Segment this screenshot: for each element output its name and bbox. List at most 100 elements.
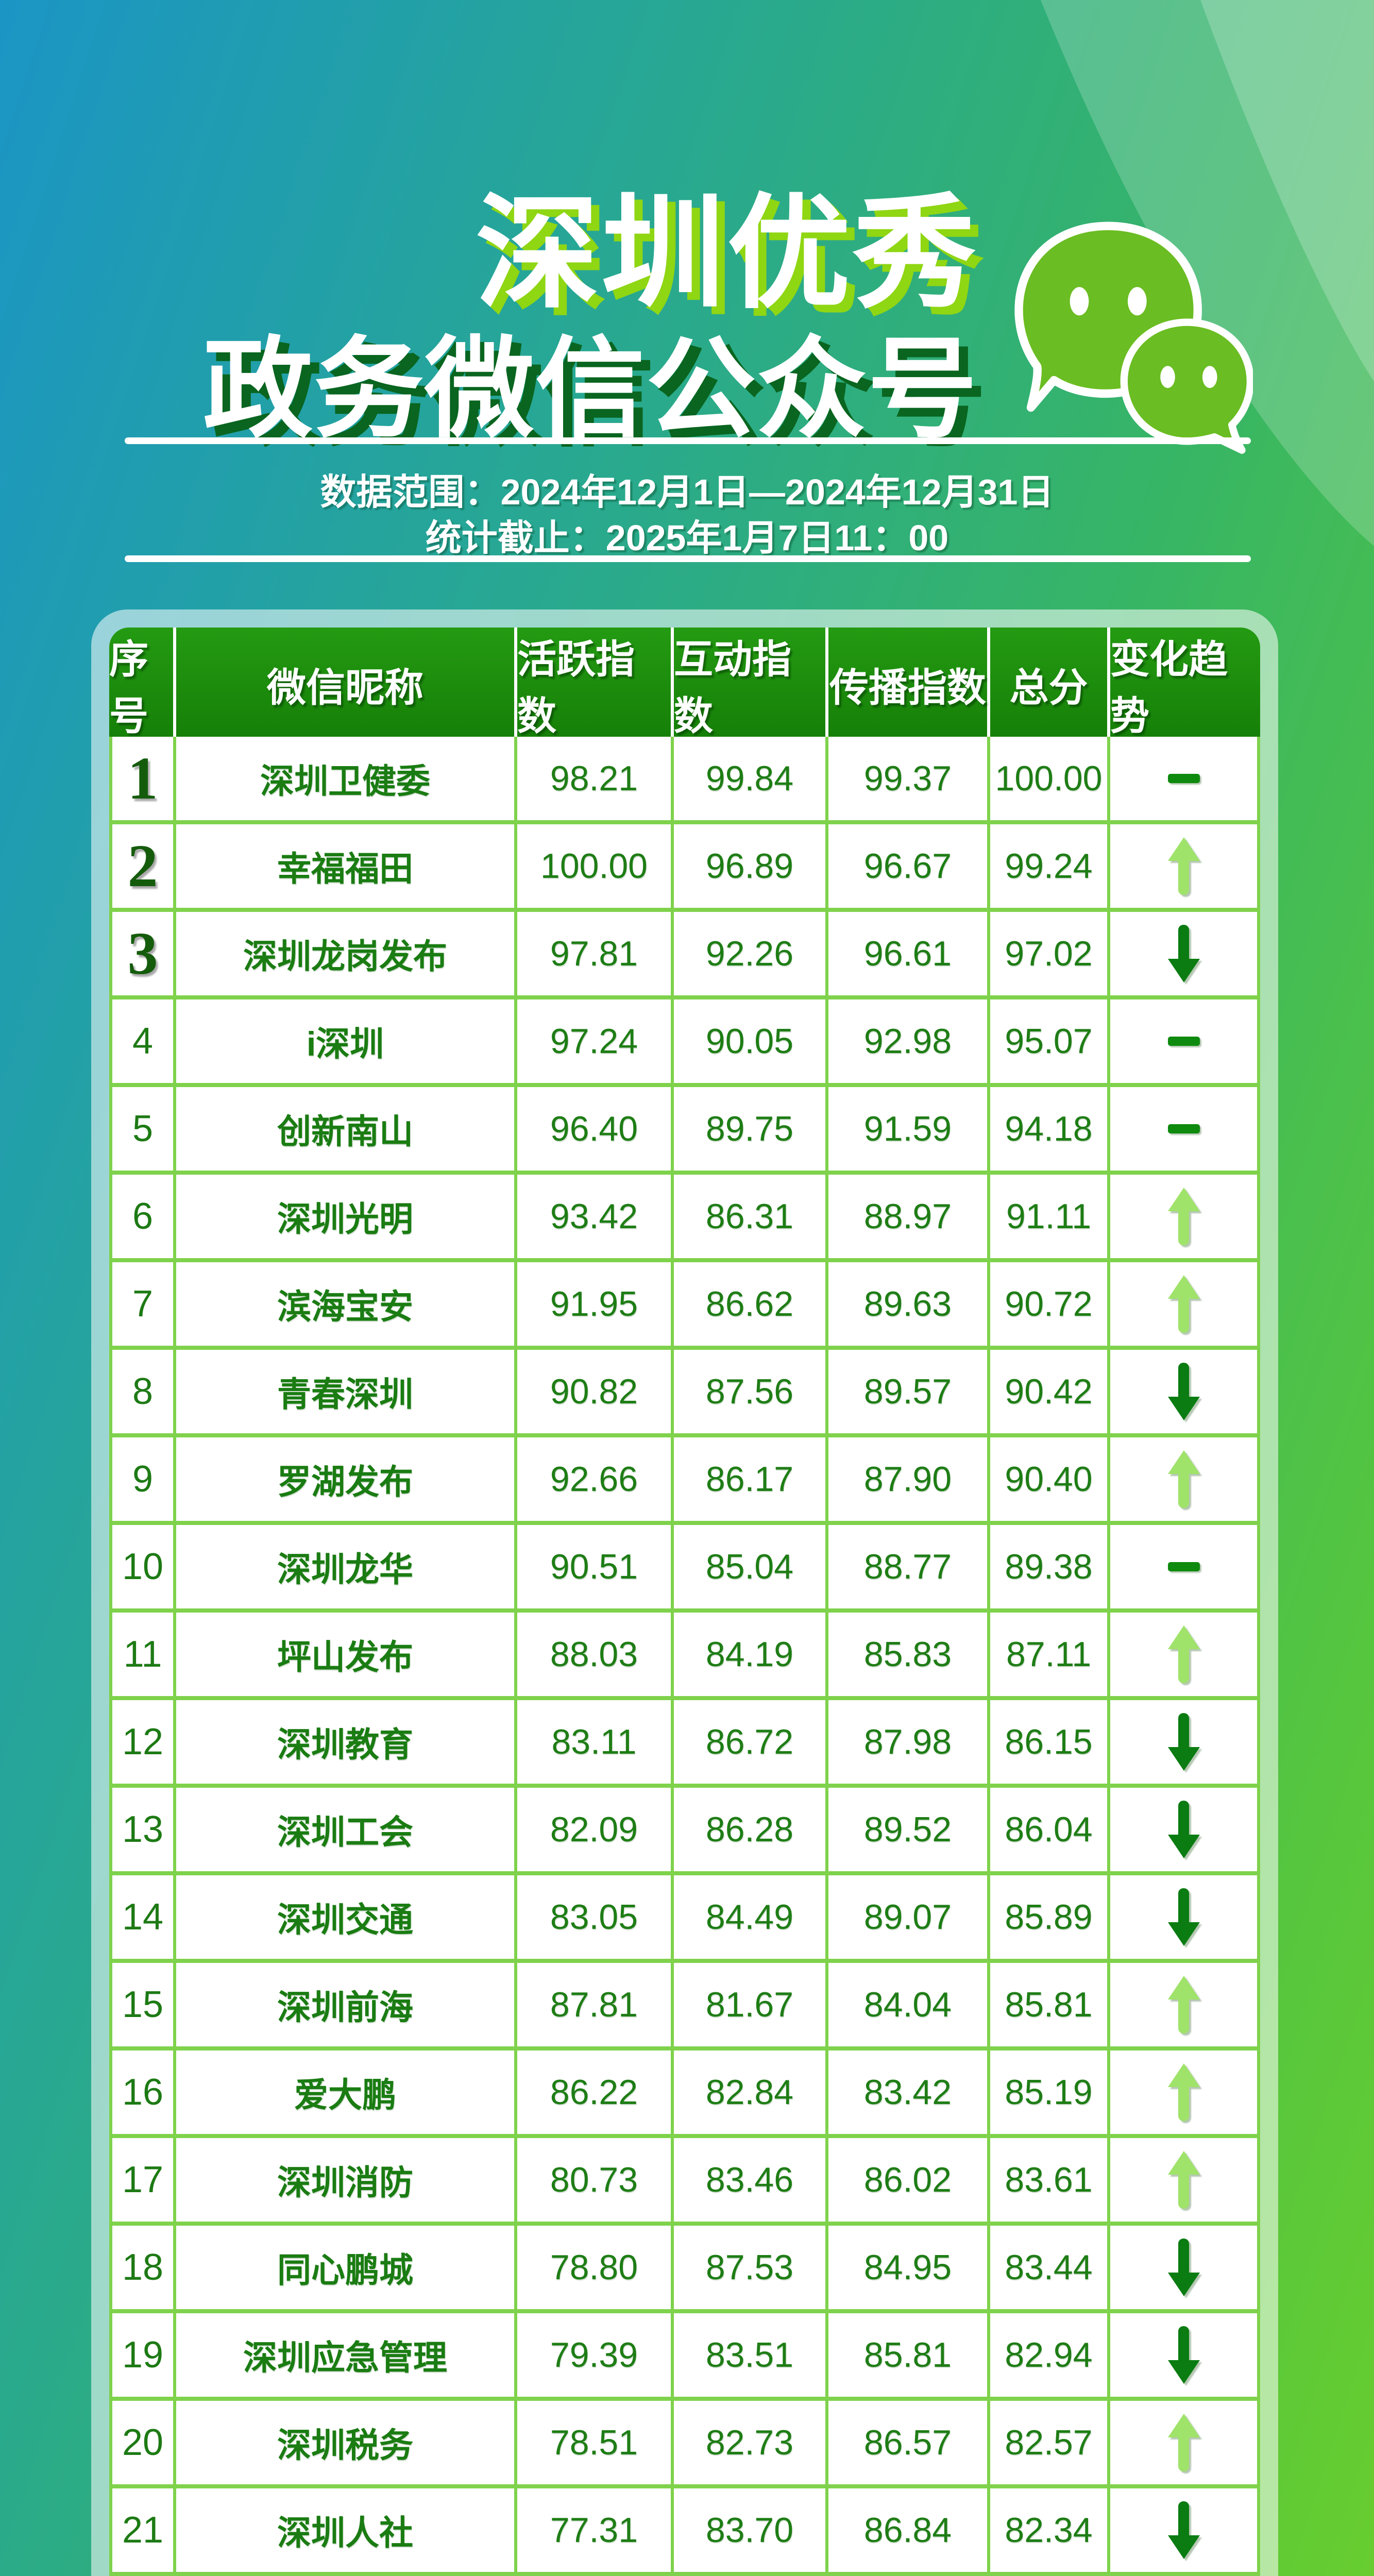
active-index-cell: 83.05 xyxy=(517,1875,671,1959)
col-rank: 序号 xyxy=(109,628,173,737)
rank-cell: 9 xyxy=(112,1437,173,1521)
spread-index-cell: 87.98 xyxy=(828,1700,987,1784)
deadline-text: 统计截止：2025年1月7日11：00 xyxy=(425,518,949,558)
interact-index-cell: 87.53 xyxy=(674,2226,825,2309)
spread-index-cell: 88.97 xyxy=(828,1175,987,1258)
trend-cell xyxy=(1110,1437,1257,1521)
total-cell: 87.11 xyxy=(990,1613,1107,1696)
spread-index-cell: 96.61 xyxy=(828,912,987,995)
interact-index-cell: 86.17 xyxy=(674,1437,825,1521)
trend-cell xyxy=(1110,824,1257,908)
interact-index-cell: 86.28 xyxy=(674,1788,825,1871)
trend-cell xyxy=(1110,1788,1257,1871)
down-arrow-icon xyxy=(1167,2326,1200,2384)
name-cell: 深圳应急管理 xyxy=(176,2313,514,2397)
interact-index-cell: 87.56 xyxy=(674,1350,825,1433)
total-cell: 86.04 xyxy=(990,1788,1107,1871)
ranking-table-card: 序号 微信昵称 活跃指数 互动指数 传播指数 总分 变化趋势 1 深圳卫健委 98.… xyxy=(91,609,1278,2576)
total-cell: 83.61 xyxy=(990,2138,1107,2222)
down-arrow-icon xyxy=(1167,1363,1200,1420)
name-cell: 深圳光明 xyxy=(176,1175,514,1258)
name-cell: 深圳龙岗发布 xyxy=(176,912,514,995)
interact-index-cell: 82.84 xyxy=(674,2050,825,2134)
name-cell: 深圳消防 xyxy=(176,2138,514,2222)
trend-cell xyxy=(1110,1350,1257,1433)
name-cell: 深圳税务 xyxy=(176,2401,514,2484)
trend-cell xyxy=(1110,737,1257,820)
name-cell: 罗湖发布 xyxy=(176,1437,514,1521)
spread-index-cell: 92.98 xyxy=(828,999,987,1083)
rank-cell: 12 xyxy=(112,1700,173,1784)
total-cell: 99.24 xyxy=(990,824,1107,908)
name-cell: 深圳交通 xyxy=(176,1875,514,1959)
interact-index-cell: 99.84 xyxy=(674,737,825,820)
spread-index-cell: 84.95 xyxy=(828,2226,987,2309)
name-cell: 深圳卫健委 xyxy=(176,737,514,820)
rank-cell: 5 xyxy=(112,1087,173,1171)
trend-cell xyxy=(1110,2313,1257,2397)
down-arrow-icon xyxy=(1167,2239,1200,2296)
trend-cell xyxy=(1110,1613,1257,1696)
ranking-table: 序号 微信昵称 活跃指数 互动指数 传播指数 总分 变化趋势 1 深圳卫健委 98.… xyxy=(109,628,1260,2576)
down-arrow-icon xyxy=(1167,925,1200,982)
active-index-cell: 78.80 xyxy=(517,2226,671,2309)
up-arrow-icon xyxy=(1167,837,1200,895)
rank-cell: 8 xyxy=(112,1350,173,1433)
trend-cell xyxy=(1110,1963,1257,2046)
trend-cell xyxy=(1110,2488,1257,2572)
rank-cell: 17 xyxy=(112,2138,173,2222)
active-index-cell: 90.51 xyxy=(517,1525,671,1608)
interact-index-cell: 85.04 xyxy=(674,1525,825,1608)
total-cell: 85.81 xyxy=(990,1963,1107,2046)
active-index-cell: 91.95 xyxy=(517,1262,671,1346)
trend-cell xyxy=(1110,1700,1257,1784)
active-index-cell: 80.73 xyxy=(517,2138,671,2222)
name-cell: 滨海宝安 xyxy=(176,1262,514,1346)
rank-cell: 2 xyxy=(112,824,173,908)
total-cell: 89.38 xyxy=(990,1525,1107,1608)
total-cell: 100.00 xyxy=(990,737,1107,820)
spread-index-cell: 83.42 xyxy=(828,2050,987,2134)
total-cell: 82.94 xyxy=(990,2313,1107,2397)
interact-index-cell: 84.49 xyxy=(674,1875,825,1959)
interact-index-cell: 83.70 xyxy=(674,2488,825,2572)
spread-index-cell: 89.07 xyxy=(828,1875,987,1959)
rank-cell: 1 xyxy=(112,737,173,820)
rank-cell: 16 xyxy=(112,2050,173,2134)
total-cell: 90.72 xyxy=(990,1262,1107,1346)
trend-cell xyxy=(1110,912,1257,995)
active-index-cell: 83.11 xyxy=(517,1700,671,1784)
trend-cell xyxy=(1110,1175,1257,1258)
up-arrow-icon xyxy=(1167,2063,1200,2121)
trend-cell xyxy=(1110,1525,1257,1608)
dash-icon xyxy=(1167,1124,1200,1133)
rank-cell: 4 xyxy=(112,999,173,1083)
up-arrow-icon xyxy=(1167,2151,1200,2209)
total-cell: 94.18 xyxy=(990,1087,1107,1171)
rank-cell: 14 xyxy=(112,1875,173,1959)
active-index-cell: 90.82 xyxy=(517,1350,671,1433)
spread-index-cell: 88.77 xyxy=(828,1525,987,1608)
spread-index-cell: 86.84 xyxy=(828,2488,987,2572)
name-cell: 坪山发布 xyxy=(176,1613,514,1696)
down-arrow-icon xyxy=(1167,1713,1200,1771)
interact-index-cell: 96.89 xyxy=(674,824,825,908)
total-cell: 85.89 xyxy=(990,1875,1107,1959)
trend-cell xyxy=(1110,2401,1257,2484)
active-index-cell: 97.81 xyxy=(517,912,671,995)
spread-index-cell: 99.37 xyxy=(828,737,987,820)
spread-index-cell: 89.63 xyxy=(828,1262,987,1346)
up-arrow-icon xyxy=(1167,1275,1200,1333)
col-total: 总分 xyxy=(990,628,1107,737)
up-arrow-icon xyxy=(1167,1450,1200,1508)
name-cell: i深圳 xyxy=(176,999,514,1083)
data-range-text: 数据范围：2024年12月1日—2024年12月31日 xyxy=(320,472,1054,512)
table-header: 序号 微信昵称 活跃指数 互动指数 传播指数 总分 变化趋势 xyxy=(109,628,1260,737)
interact-index-cell: 84.19 xyxy=(674,1613,825,1696)
spread-index-cell: 85.83 xyxy=(828,1613,987,1696)
interact-index-cell: 86.31 xyxy=(674,1175,825,1258)
trend-cell xyxy=(1110,2138,1257,2222)
page-title-line1: 深圳优秀 xyxy=(475,184,978,323)
col-active-index: 活跃指数 xyxy=(517,628,671,737)
spread-index-cell: 84.04 xyxy=(828,1963,987,2046)
